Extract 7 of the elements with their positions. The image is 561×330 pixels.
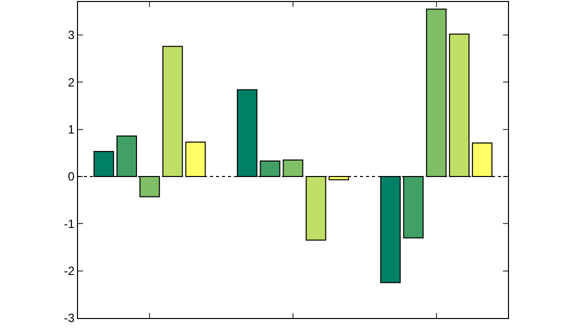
- y-tick-label: 0: [68, 170, 75, 184]
- y-tick-label: -3: [64, 311, 75, 326]
- y-tick-label: -2: [64, 264, 75, 278]
- y-tick-label: 1: [68, 122, 75, 137]
- y-tick-label: -1: [64, 216, 75, 231]
- y-tick-label: 2: [68, 75, 75, 90]
- y-tick-label: 3: [68, 28, 75, 42]
